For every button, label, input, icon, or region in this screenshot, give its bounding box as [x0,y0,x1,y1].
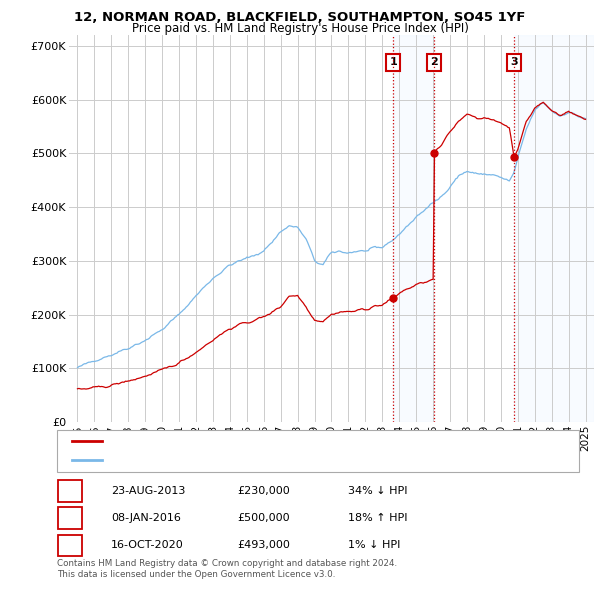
Text: 18% ↑ HPI: 18% ↑ HPI [348,513,407,523]
Text: Contains HM Land Registry data © Crown copyright and database right 2024.: Contains HM Land Registry data © Crown c… [57,559,397,568]
Text: Price paid vs. HM Land Registry's House Price Index (HPI): Price paid vs. HM Land Registry's House … [131,22,469,35]
Text: 1: 1 [389,57,397,67]
Text: 2: 2 [430,57,437,67]
Text: 12, NORMAN ROAD, BLACKFIELD, SOUTHAMPTON, SO45 1YF: 12, NORMAN ROAD, BLACKFIELD, SOUTHAMPTON… [74,11,526,24]
Text: This data is licensed under the Open Government Licence v3.0.: This data is licensed under the Open Gov… [57,571,335,579]
Text: 34% ↓ HPI: 34% ↓ HPI [348,486,407,496]
Text: 1% ↓ HPI: 1% ↓ HPI [348,540,400,550]
Text: 1: 1 [67,486,74,496]
Text: 12, NORMAN ROAD, BLACKFIELD, SOUTHAMPTON, SO45 1YF (detached house): 12, NORMAN ROAD, BLACKFIELD, SOUTHAMPTON… [109,437,519,447]
Text: £230,000: £230,000 [237,486,290,496]
Text: 23-AUG-2013: 23-AUG-2013 [111,486,185,496]
Text: 08-JAN-2016: 08-JAN-2016 [111,513,181,523]
Text: HPI: Average price, detached house, New Forest: HPI: Average price, detached house, New … [109,455,360,465]
Text: 3: 3 [511,57,518,67]
Text: £500,000: £500,000 [237,513,290,523]
Text: 3: 3 [67,540,74,550]
Bar [514,35,594,422]
Text: £493,000: £493,000 [237,540,290,550]
Text: 2: 2 [67,513,74,523]
Bar [394,35,434,422]
Text: 16-OCT-2020: 16-OCT-2020 [111,540,184,550]
